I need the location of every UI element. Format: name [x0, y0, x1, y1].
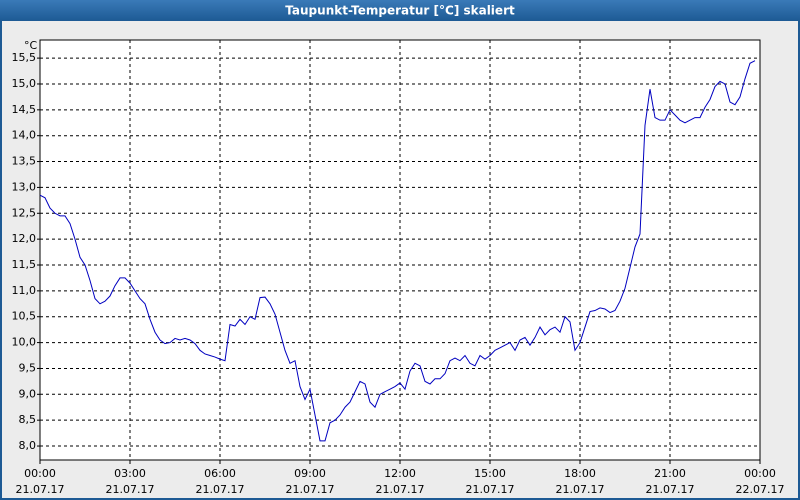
x-tick-date: 21.07.17 [106, 483, 155, 496]
title-bar [0, 0, 800, 21]
x-tick-label: 06:00 [204, 467, 236, 480]
y-tick-label: 10,0 [12, 336, 37, 349]
chart-title: Taupunkt-Temperatur [°C] skaliert [285, 4, 515, 18]
x-tick-date: 21.07.17 [466, 483, 515, 496]
x-tick-date: 22.07.17 [736, 483, 785, 496]
y-tick-label: 9,5 [19, 361, 37, 374]
y-tick-label: 8,5 [19, 413, 37, 426]
y-tick-label: 14,0 [12, 129, 37, 142]
y-tick-label: 15,5 [12, 51, 37, 64]
y-tick-label: 11,0 [12, 284, 37, 297]
y-tick-label: 13,5 [12, 155, 37, 168]
y-tick-label: 10,5 [12, 310, 37, 323]
x-tick-date: 21.07.17 [16, 483, 65, 496]
x-tick-date: 21.07.17 [286, 483, 335, 496]
x-tick-label: 18:00 [564, 467, 596, 480]
y-unit: °C [24, 39, 38, 52]
x-tick-label: 12:00 [384, 467, 416, 480]
y-tick-label: 15,0 [12, 77, 37, 90]
x-tick-label: 15:00 [474, 467, 506, 480]
x-tick-date: 21.07.17 [196, 483, 245, 496]
x-tick-date: 21.07.17 [646, 483, 695, 496]
x-tick-label: 00:00 [744, 467, 776, 480]
x-tick-label: 21:00 [654, 467, 686, 480]
y-tick-label: 12,5 [12, 206, 37, 219]
x-tick-date: 21.07.17 [376, 483, 425, 496]
y-tick-label: 9,0 [19, 387, 37, 400]
y-tick-label: 13,0 [12, 180, 37, 193]
line-series [39, 60, 756, 442]
y-tick-label: 11,5 [12, 258, 37, 271]
x-tick-label: 03:00 [114, 467, 146, 480]
y-tick-label: 12,0 [12, 232, 37, 245]
y-tick-label: 8,0 [19, 439, 37, 452]
x-tick-date: 21.07.17 [556, 483, 605, 496]
x-tick-label: 00:00 [24, 467, 56, 480]
x-tick-label: 09:00 [294, 467, 326, 480]
y-tick-label: 14,5 [12, 103, 37, 116]
